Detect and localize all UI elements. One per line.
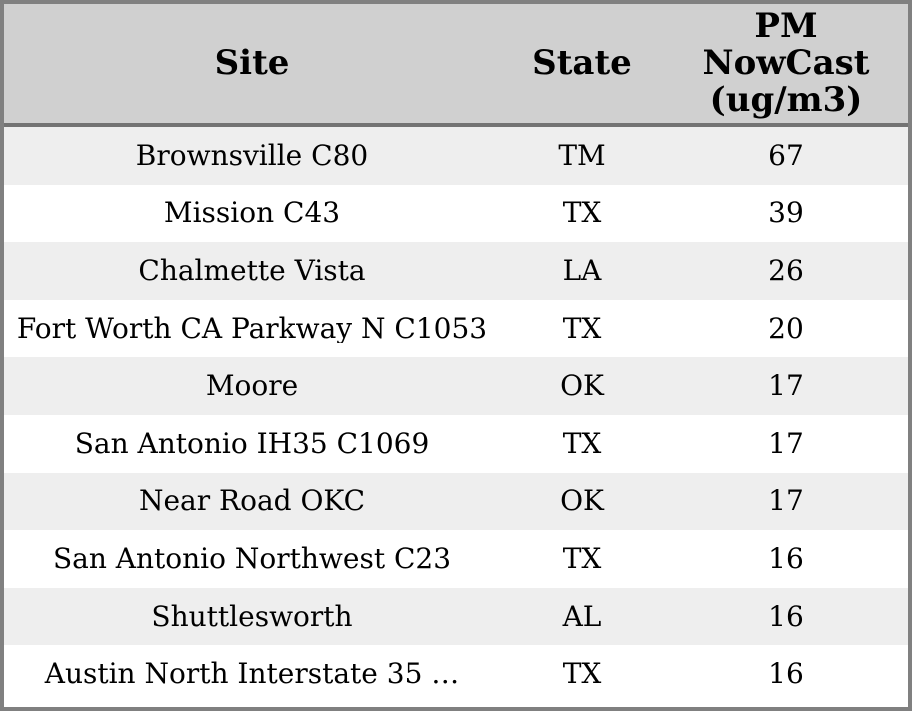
cell-pm: 17 <box>768 429 804 458</box>
cell-site: Fort Worth CA Parkway N C1053 <box>16 314 488 343</box>
cell-site: Chalmette Vista <box>138 256 366 285</box>
cell-site: Austin North Interstate 35 … <box>44 660 460 689</box>
cell-pm: 67 <box>768 141 804 170</box>
cell-pm: 20 <box>768 314 804 343</box>
column-header-pm-nowcast: PM NowCast (ug/m3) <box>664 8 908 118</box>
cell-state: OK <box>560 487 604 516</box>
column-header-site: Site <box>214 43 290 84</box>
table-row: Mission C43 TX 39 <box>4 184 908 243</box>
cell-state: TX <box>562 199 602 228</box>
cell-pm: 26 <box>768 256 804 285</box>
table-row: Austin North Interstate 35 … TX 16 <box>4 645 908 703</box>
cell-state: TX <box>562 429 602 458</box>
cell-site: Moore <box>205 372 299 401</box>
table-row: Chalmette Vista LA 26 <box>4 242 908 300</box>
cell-state: TX <box>562 544 602 573</box>
cell-state: TX <box>562 314 602 343</box>
cell-site: San Antonio Northwest C23 <box>52 544 452 573</box>
table-row: Brownsville C80 TM 67 <box>4 127 908 185</box>
cell-state: LA <box>562 256 602 285</box>
cell-pm: 39 <box>768 199 804 228</box>
cell-site: San Antonio IH35 C1069 <box>74 429 430 458</box>
cell-state: TX <box>562 660 602 689</box>
table-row: Shuttlesworth AL 16 <box>4 587 908 646</box>
cell-pm: 17 <box>768 372 804 401</box>
cell-state: TM <box>558 141 606 170</box>
table-row: Moore OK 17 <box>4 357 908 415</box>
cell-site: Brownsville C80 <box>135 141 369 170</box>
cell-pm: 16 <box>768 660 804 689</box>
table-header-row: Site State PM NowCast (ug/m3) <box>4 4 908 127</box>
cell-pm: 16 <box>768 544 804 573</box>
table-row: San Antonio IH35 C1069 TX 17 <box>4 414 908 473</box>
table-row: Fort Worth CA Parkway N C1053 TX 20 <box>4 299 908 358</box>
column-header-state: State <box>532 43 632 84</box>
cell-state: OK <box>560 372 604 401</box>
table-body: Brownsville C80 TM 67 Mission C43 TX 39 … <box>4 127 908 703</box>
table-row: San Antonio Northwest C23 TX 16 <box>4 530 908 588</box>
cell-site: Shuttlesworth <box>151 602 353 631</box>
cell-pm: 17 <box>768 487 804 516</box>
cell-state: AL <box>562 602 602 631</box>
cell-site: Mission C43 <box>163 199 341 228</box>
cell-site: Near Road OKC <box>138 487 366 516</box>
table-row: Near Road OKC OK 17 <box>4 472 908 531</box>
column-header-pm-nowcast-label: PM NowCast (ug/m3) <box>702 6 870 120</box>
cell-pm: 16 <box>768 602 804 631</box>
